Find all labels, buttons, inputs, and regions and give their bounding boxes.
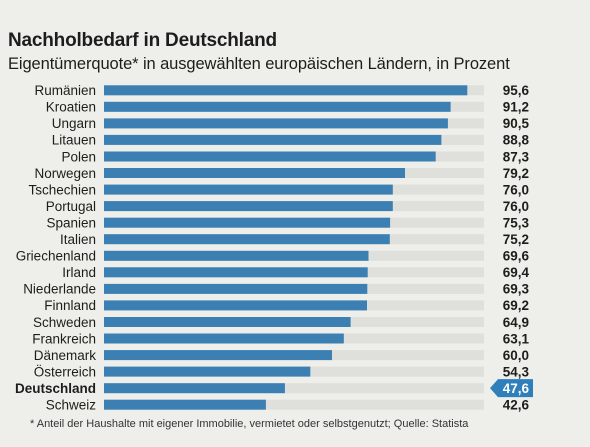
bar-6 — [104, 184, 393, 195]
value-label: 76,0 — [503, 182, 529, 197]
category-label: Kroatien — [46, 100, 96, 115]
value-label: 69,4 — [503, 265, 530, 280]
category-label: Norwegen — [34, 166, 96, 181]
chart-title: Nachholbedarf in Deutschland — [8, 30, 277, 51]
highlight-badge — [490, 379, 533, 398]
value-label: 69,6 — [503, 249, 530, 264]
value-label: 63,1 — [503, 331, 530, 346]
category-label: Österreich — [34, 364, 96, 379]
value-label: 87,3 — [503, 149, 530, 164]
category-label: Schweiz — [46, 398, 97, 413]
bar-16 — [104, 350, 332, 361]
bar-9 — [104, 234, 390, 245]
category-label: Italien — [60, 232, 96, 247]
bar-10 — [104, 250, 369, 261]
bar-3 — [104, 134, 442, 145]
value-label: 88,8 — [503, 133, 530, 148]
value-label: 69,2 — [503, 298, 529, 313]
bar-5 — [104, 168, 405, 178]
value-label: 54,3 — [503, 364, 530, 379]
category-label: Portugal — [46, 199, 96, 214]
category-label: Schweden — [33, 315, 96, 330]
category-label: Rumänien — [34, 83, 96, 98]
value-label: 64,9 — [503, 315, 529, 330]
value-label: 79,2 — [503, 166, 529, 181]
category-label: Tschechien — [28, 182, 96, 197]
value-label: 91,2 — [503, 100, 529, 115]
bar-11 — [104, 267, 368, 278]
value-label: 60,0 — [503, 348, 529, 363]
value-label: 42,6 — [503, 398, 530, 413]
bar-17 — [104, 366, 311, 377]
value-label: 69,3 — [503, 282, 530, 297]
chart-subtitle: Eigentümerquote* in ausgewählten europäi… — [8, 55, 510, 73]
bar-1 — [104, 101, 451, 112]
category-label: Polen — [61, 149, 96, 164]
bar-7 — [104, 201, 393, 212]
value-label: 90,5 — [503, 116, 530, 131]
value-label: 47,6 — [503, 381, 530, 396]
category-label: Ungarn — [52, 116, 96, 131]
bar-track — [104, 399, 484, 410]
bar-4 — [104, 151, 436, 162]
chart-footnote: * Anteil der Haushalte mit eigener Immob… — [30, 418, 469, 430]
category-label: Niederlande — [23, 282, 96, 297]
bar-8 — [104, 217, 391, 228]
category-label: Finnland — [44, 298, 96, 313]
category-label: Deutschland — [15, 381, 96, 396]
bar-14 — [104, 317, 351, 327]
bar-15 — [104, 333, 344, 344]
value-label: 95,6 — [503, 83, 530, 98]
value-label: 75,3 — [503, 216, 530, 231]
bar-13 — [104, 300, 367, 311]
bar-track — [104, 383, 484, 394]
category-label: Litauen — [52, 133, 96, 148]
category-label: Griechenland — [16, 249, 96, 264]
category-label: Spanien — [46, 216, 96, 231]
category-label: Frankreich — [32, 331, 96, 346]
bar-0 — [104, 85, 468, 96]
value-label: 76,0 — [503, 199, 529, 214]
bar-12 — [104, 283, 368, 294]
bar-19 — [104, 399, 266, 410]
bar-18 — [104, 383, 285, 394]
value-label: 75,2 — [503, 232, 529, 247]
category-label: Irland — [62, 265, 96, 280]
category-label: Dänemark — [34, 348, 97, 363]
bar-2 — [104, 118, 448, 129]
